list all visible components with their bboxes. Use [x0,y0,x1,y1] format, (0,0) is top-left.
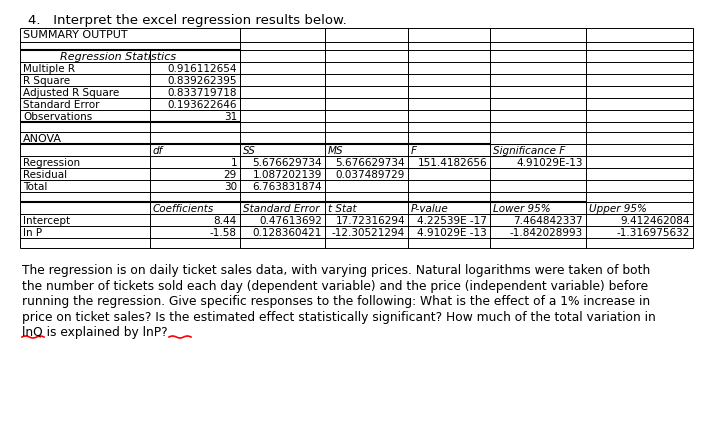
Text: Adjusted R Square: Adjusted R Square [23,88,119,98]
Text: 0.128360421: 0.128360421 [252,228,322,238]
Text: Standard Error: Standard Error [23,100,99,110]
Text: Residual: Residual [23,170,67,180]
Text: -1.58: -1.58 [210,228,237,238]
Text: 30: 30 [224,182,237,192]
Text: 7.464842337: 7.464842337 [513,216,583,226]
Text: 1.087202139: 1.087202139 [252,170,322,180]
Text: 4.   Interpret the excel regression results below.: 4. Interpret the excel regression result… [28,14,347,27]
Text: Intercept: Intercept [23,216,70,226]
Text: 0.839262395: 0.839262395 [167,76,237,86]
Text: Standard Error: Standard Error [243,204,320,214]
Text: MS: MS [328,146,344,156]
Text: Regression: Regression [23,158,80,168]
Text: SUMMARY OUTPUT: SUMMARY OUTPUT [23,30,128,40]
Text: 9.412462084: 9.412462084 [620,216,690,226]
Text: 4.91029E-13: 4.91029E-13 [516,158,583,168]
Text: the number of tickets sold each day (dependent variable) and the price (independ: the number of tickets sold each day (dep… [22,280,648,293]
Text: P-value: P-value [411,204,449,214]
Text: ANOVA: ANOVA [23,134,62,144]
Text: Total: Total [23,182,48,192]
Text: Significance F: Significance F [493,146,565,156]
Text: -1.842028993: -1.842028993 [510,228,583,238]
Text: 4.22539E -17: 4.22539E -17 [417,216,487,226]
Text: 29: 29 [224,170,237,180]
Text: R Square: R Square [23,76,70,86]
Text: 4.91029E -13: 4.91029E -13 [418,228,487,238]
Text: Multiple R: Multiple R [23,64,75,74]
Text: F: F [411,146,417,156]
Text: ln P: ln P [23,228,42,238]
Text: 6.763831874: 6.763831874 [252,182,322,192]
Text: t Stat: t Stat [328,204,357,214]
Text: 1: 1 [230,158,237,168]
Text: Lower 95%: Lower 95% [493,204,551,214]
Text: 0.037489729: 0.037489729 [335,170,405,180]
Text: 5.676629734: 5.676629734 [335,158,405,168]
Text: 8.44: 8.44 [213,216,237,226]
Text: 151.4182656: 151.4182656 [418,158,487,168]
Text: Regression Statistics: Regression Statistics [60,52,176,62]
Text: Observations: Observations [23,112,92,122]
Text: 17.72316294: 17.72316294 [335,216,405,226]
Text: lnQ is explained by lnP?: lnQ is explained by lnP? [22,326,167,339]
Text: -12.30521294: -12.30521294 [332,228,405,238]
Text: 0.916112654: 0.916112654 [167,64,237,74]
Text: Coefficients: Coefficients [153,204,214,214]
Text: -1.316975632: -1.316975632 [617,228,690,238]
Text: 0.47613692: 0.47613692 [259,216,322,226]
Text: Upper 95%: Upper 95% [589,204,647,214]
Text: df: df [153,146,163,156]
Text: 0.833719718: 0.833719718 [167,88,237,98]
Text: 5.676629734: 5.676629734 [252,158,322,168]
Text: price on ticket sales? Is the estimated effect statistically significant? How mu: price on ticket sales? Is the estimated … [22,310,656,323]
Text: 31: 31 [224,112,237,122]
Text: running the regression. Give specific responses to the following: What is the ef: running the regression. Give specific re… [22,295,650,308]
Text: SS: SS [243,146,256,156]
Text: 0.193622646: 0.193622646 [167,100,237,110]
Text: The regression is on daily ticket sales data, with varying prices. Natural logar: The regression is on daily ticket sales … [22,264,650,277]
